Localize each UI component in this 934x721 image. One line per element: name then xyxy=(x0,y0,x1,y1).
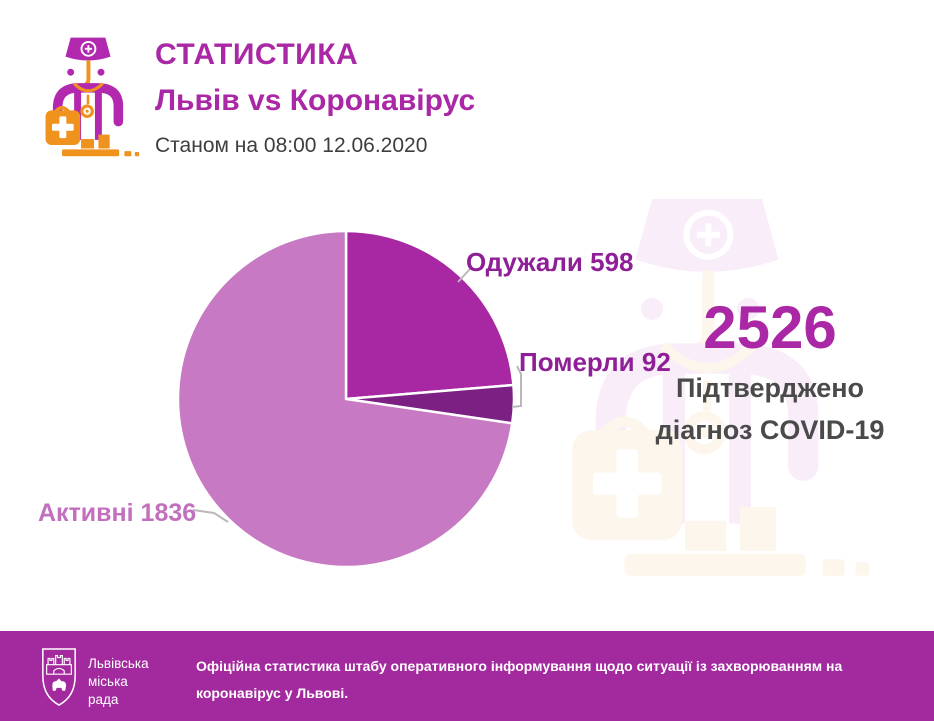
org-name-line-1: Львівська xyxy=(88,656,149,671)
official-note-line-1: Офіційна статистика штабу оперативного і… xyxy=(196,658,843,674)
org-name-line-2: міська xyxy=(88,674,128,690)
total-confirmed-number: 2526 xyxy=(703,294,837,361)
caption-line-1: Підтверджено xyxy=(675,373,865,403)
summary-panel: 2526 Підтверджено діагноз COVID-19 xyxy=(620,298,920,452)
doctor-icon xyxy=(36,33,140,160)
org-name-line-3: рада xyxy=(88,692,119,708)
lviv-coat-of-arms-icon xyxy=(40,646,78,708)
official-note: Офіційна статистика штабу оперативного і… xyxy=(196,653,916,708)
label-recovered: Одужали 598 xyxy=(466,247,634,277)
label-died: Померли 92 xyxy=(519,347,671,377)
footer-bar: Львівська міська рада Офіційна статистик… xyxy=(0,631,934,721)
official-note-line-2: коронавірус у Львові. xyxy=(196,685,349,702)
as-of-date: Станом на 08:00 12.06.2020 xyxy=(155,134,428,157)
page-subtitle: Львів vs Коронавірус xyxy=(155,84,476,117)
page-title: СТАТИСТИКА xyxy=(155,38,359,71)
caption-line-2: діагноз COVID-19 xyxy=(655,414,885,445)
org-name: Львівська міська рада xyxy=(88,655,149,710)
total-confirmed-caption: Підтверджено діагноз COVID-19 xyxy=(620,368,920,452)
label-active: Активні 1836 xyxy=(38,499,197,527)
pie-slice-active xyxy=(176,229,514,569)
pie-chart xyxy=(176,229,516,569)
